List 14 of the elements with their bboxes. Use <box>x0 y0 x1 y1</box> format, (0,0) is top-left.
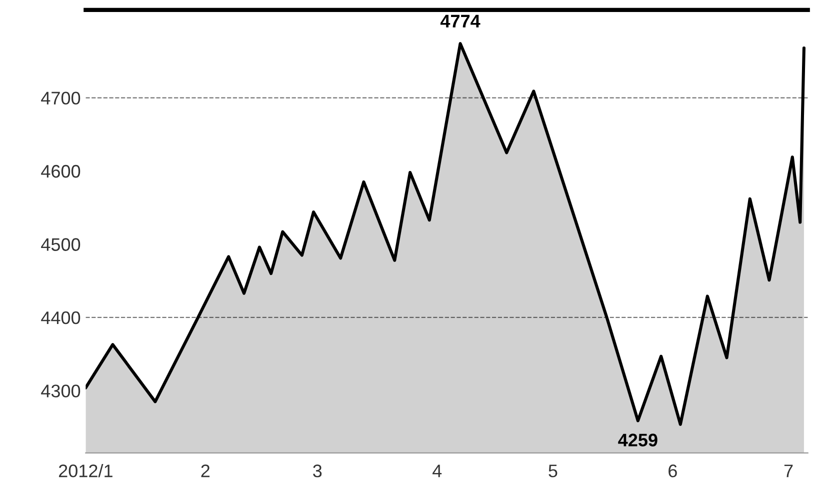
annotation: 4259 <box>618 434 658 446</box>
x-tick-label: 6 <box>668 464 677 478</box>
y-tick-label: 4300 <box>41 384 80 398</box>
x-tick-label: 2012/1 <box>58 464 112 478</box>
x-tick-label: 4 <box>432 464 442 478</box>
x-tick-label: 5 <box>548 464 558 478</box>
x-tick-label: 7 <box>784 464 793 478</box>
y-tick-label: 4500 <box>41 238 80 251</box>
x-tick-label: 3 <box>313 464 322 478</box>
y-tick-label: 4600 <box>41 164 80 178</box>
y-tick-label: 4700 <box>41 92 80 104</box>
annotation: 4774 <box>440 14 480 28</box>
x-tick-label: 2 <box>201 464 210 478</box>
y-tick-label: 4400 <box>41 311 80 324</box>
